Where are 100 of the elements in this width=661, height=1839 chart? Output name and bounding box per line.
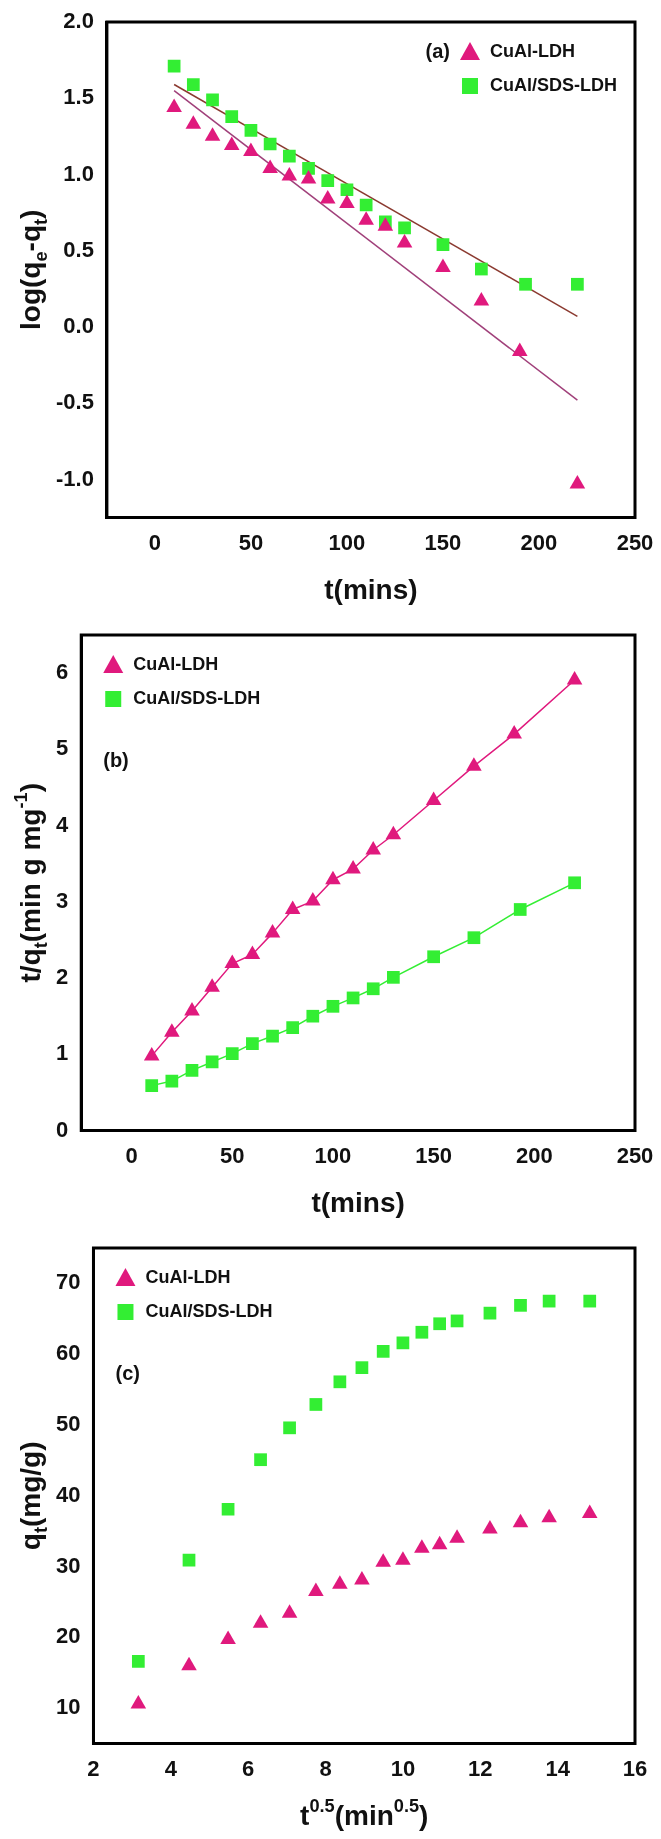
point: [583, 1294, 597, 1308]
y-tick-label: -1.0: [55, 465, 94, 491]
point: [395, 1551, 411, 1565]
legend-label: CuAl/SDS-LDH: [490, 74, 618, 95]
y-tick-label: 70: [55, 1269, 81, 1295]
point: [365, 841, 382, 855]
point: [243, 142, 259, 157]
point: [244, 123, 258, 137]
legend-label: CuAl-LDH: [133, 653, 219, 674]
point: [425, 791, 442, 805]
y-tick-label: 1.0: [63, 160, 94, 186]
point: [359, 198, 373, 212]
legend-label: CuAl-LDH: [145, 1266, 231, 1287]
point: [435, 258, 451, 273]
point: [281, 1604, 298, 1618]
point: [511, 342, 528, 356]
x-tick-label: 0: [148, 529, 162, 555]
y-tick-label: 30: [55, 1552, 81, 1578]
x-tick-label: 150: [415, 1142, 452, 1168]
annotation: (b): [103, 748, 129, 771]
legend-label: CuAl/SDS-LDH: [145, 1300, 273, 1321]
point: [246, 1037, 259, 1051]
legend-label: CuAl/SDS-LDH: [133, 687, 261, 708]
point: [284, 900, 301, 914]
y-tick-label: 60: [55, 1340, 81, 1366]
point: [225, 1047, 239, 1060]
point: [319, 189, 336, 204]
point: [204, 127, 221, 141]
x-tick-label: 50: [238, 529, 264, 555]
y-tick-label: 6: [55, 659, 69, 685]
x-tick-label: 50: [220, 1142, 245, 1168]
point: [282, 149, 296, 163]
annotation: (c): [115, 1361, 140, 1384]
point: [164, 1023, 180, 1037]
point: [186, 78, 200, 91]
point: [332, 1575, 348, 1589]
point: [263, 137, 277, 151]
y-tick-label: 2: [55, 964, 69, 990]
point: [355, 1361, 369, 1375]
y-axis-title: log(qe-qt): [15, 209, 51, 330]
y-tick-label: 1: [55, 1040, 69, 1066]
point: [130, 1694, 147, 1709]
y-tick-label: 3: [55, 887, 69, 913]
point: [569, 475, 586, 489]
x-tick-label: 6: [242, 1755, 255, 1781]
y-tick-label: 0.5: [63, 236, 94, 262]
y-tick-label: 40: [55, 1481, 81, 1507]
point: [340, 183, 354, 197]
x-axis-title: t(mins): [324, 574, 418, 605]
point: [376, 1345, 390, 1358]
point: [581, 1504, 598, 1518]
point: [519, 277, 532, 291]
x-tick-label: 100: [328, 529, 366, 555]
x-axis-title: t(mins): [311, 1187, 405, 1218]
point: [309, 1398, 323, 1411]
point: [427, 950, 440, 964]
point: [568, 876, 581, 890]
point: [571, 277, 584, 291]
point: [145, 1079, 159, 1092]
point: [220, 1630, 236, 1645]
y-tick-label: 2.0: [63, 8, 94, 34]
point: [325, 870, 341, 885]
point: [181, 1656, 197, 1671]
x-tick-label: 14: [545, 1755, 571, 1781]
x-tick-label: 0: [125, 1142, 138, 1168]
point: [221, 1502, 235, 1516]
point: [512, 1513, 529, 1528]
point: [433, 1317, 447, 1331]
x-tick-label: 150: [424, 529, 462, 555]
x-tick-label: 8: [319, 1755, 332, 1781]
point: [185, 115, 202, 129]
point: [283, 1421, 296, 1435]
point: [466, 757, 482, 771]
point: [302, 162, 315, 175]
point: [431, 1535, 448, 1550]
point: [449, 1529, 465, 1543]
point: [223, 136, 240, 151]
point: [321, 174, 335, 187]
point: [262, 159, 278, 173]
point: [165, 1074, 179, 1088]
y-tick-label: 0: [55, 1116, 69, 1142]
y-axis-title: qt(mg/g): [15, 1441, 51, 1551]
point: [483, 1306, 497, 1320]
point: [396, 234, 413, 248]
point: [339, 194, 355, 208]
point: [415, 1325, 429, 1339]
y-tick-label: 10: [55, 1694, 81, 1720]
point: [354, 1571, 370, 1585]
point: [225, 110, 239, 123]
point: [473, 292, 490, 306]
point: [514, 1298, 527, 1312]
x-tick-label: 12: [468, 1755, 493, 1781]
x-tick-label: 200: [515, 1142, 553, 1168]
y-tick-label: 4: [55, 811, 69, 837]
point: [281, 167, 298, 181]
point: [326, 999, 340, 1013]
point: [166, 98, 182, 112]
y-tick-label: -0.5: [55, 389, 94, 415]
point: [254, 1453, 267, 1467]
point: [182, 1553, 196, 1567]
